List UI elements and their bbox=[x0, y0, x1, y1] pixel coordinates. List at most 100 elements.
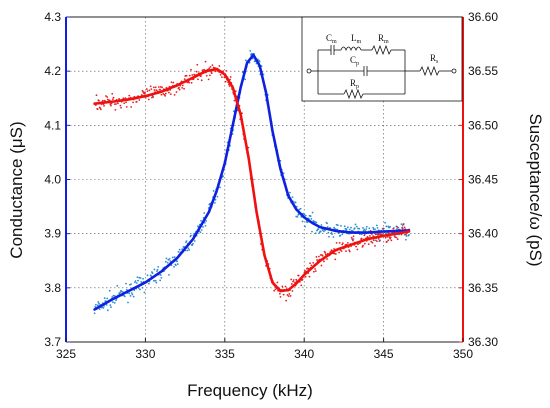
circuit-lm-label: Lm bbox=[351, 33, 362, 45]
susceptance-point bbox=[173, 93, 176, 96]
susceptance-point bbox=[188, 74, 191, 77]
susceptance-point bbox=[183, 78, 186, 80]
fit-lines bbox=[93, 53, 411, 311]
x-tick-label: 330 bbox=[135, 347, 155, 361]
susceptance-point bbox=[161, 86, 163, 89]
conductance-point bbox=[389, 225, 391, 228]
conductance-point bbox=[306, 221, 309, 224]
conductance-point bbox=[397, 226, 400, 229]
susceptance-point bbox=[119, 104, 122, 107]
susceptance-point bbox=[334, 258, 337, 261]
susceptance-point bbox=[138, 99, 141, 101]
conductance-point bbox=[400, 223, 403, 226]
susceptance-point bbox=[341, 242, 344, 245]
susceptance-point bbox=[362, 244, 364, 247]
y-left-tick-label: 3.7 bbox=[44, 335, 61, 349]
susceptance-point bbox=[372, 235, 374, 237]
circuit-cp-label: Cp bbox=[350, 55, 359, 67]
conductance-point bbox=[153, 268, 156, 271]
susceptance-point bbox=[118, 97, 121, 100]
y-left-tick-label: 4.2 bbox=[44, 64, 61, 78]
conductance-point bbox=[135, 282, 138, 284]
conductance-point bbox=[164, 260, 167, 263]
conductance-point bbox=[320, 224, 323, 226]
susceptance-point bbox=[110, 104, 112, 107]
x-tick-label: 335 bbox=[215, 347, 235, 361]
susceptance-point bbox=[172, 81, 175, 84]
conductance-point bbox=[160, 277, 163, 279]
susceptance-point bbox=[386, 240, 388, 243]
susceptance-point bbox=[323, 260, 325, 263]
conductance-point bbox=[142, 277, 145, 280]
susceptance-point bbox=[208, 67, 211, 70]
susceptance-point bbox=[374, 233, 377, 236]
x-tick-label: 345 bbox=[374, 347, 394, 361]
susceptance-point bbox=[145, 88, 148, 90]
conductance-point bbox=[165, 257, 168, 260]
conductance-point bbox=[336, 224, 339, 227]
conductance-point bbox=[108, 289, 111, 292]
conductance-point bbox=[125, 288, 128, 291]
conductance-point bbox=[156, 268, 159, 271]
y-left-axis-title: Conductance (μS) bbox=[7, 121, 26, 258]
susceptance-point bbox=[143, 92, 146, 95]
susceptance-point bbox=[403, 226, 406, 229]
susceptance-point bbox=[200, 75, 202, 77]
conductance-point bbox=[384, 221, 386, 224]
susceptance-point bbox=[375, 240, 378, 243]
conductance-point bbox=[355, 225, 358, 228]
susceptance-point bbox=[162, 92, 165, 95]
susceptance-point bbox=[372, 239, 375, 242]
susceptance-point bbox=[295, 278, 298, 281]
conductance-point bbox=[134, 280, 137, 282]
susceptance-point bbox=[188, 81, 191, 84]
susceptance-point bbox=[205, 74, 208, 77]
susceptance-point bbox=[219, 73, 222, 76]
y-left-tick-label: 4.3 bbox=[44, 10, 61, 24]
susceptance-point bbox=[207, 78, 210, 81]
conductance-point bbox=[327, 231, 330, 234]
susceptance-point bbox=[314, 270, 317, 273]
susceptance-point bbox=[390, 239, 393, 242]
susceptance-point bbox=[310, 264, 313, 267]
conductance-point bbox=[249, 49, 252, 52]
conductance-point bbox=[310, 218, 313, 220]
conductance-point bbox=[348, 228, 351, 231]
conductance-point bbox=[291, 196, 294, 199]
conductance-point bbox=[358, 227, 361, 230]
y-right-tick-label: 36.40 bbox=[468, 227, 498, 241]
conductance-point bbox=[168, 257, 171, 260]
y-left-tick-label: 3.8 bbox=[44, 281, 61, 295]
conductance-point bbox=[314, 232, 317, 235]
conductance-point bbox=[134, 281, 136, 284]
susceptance-point bbox=[290, 283, 293, 285]
susceptance-point bbox=[164, 92, 167, 95]
conductance-point bbox=[385, 225, 388, 228]
conductance-point bbox=[404, 238, 407, 241]
conductance-point bbox=[301, 220, 304, 223]
susceptance-point bbox=[181, 84, 184, 87]
susceptance-point bbox=[200, 79, 203, 82]
susceptance-point bbox=[286, 294, 289, 296]
conductance-point bbox=[106, 297, 109, 300]
circuit-rs-label: Rs bbox=[430, 53, 439, 65]
susceptance-point bbox=[284, 285, 287, 288]
conductance-point bbox=[362, 227, 364, 229]
conductance-point bbox=[169, 260, 172, 262]
conductance-point bbox=[405, 235, 408, 237]
susceptance-point bbox=[315, 256, 318, 258]
susceptance-point bbox=[125, 101, 127, 104]
conductance-point bbox=[141, 286, 144, 289]
susceptance-point bbox=[374, 244, 376, 247]
susceptance-point bbox=[396, 225, 398, 228]
conductance-point bbox=[174, 264, 177, 267]
susceptance-point bbox=[157, 86, 160, 88]
susceptance-point bbox=[364, 242, 366, 245]
conductance-point bbox=[212, 190, 215, 192]
susceptance-point bbox=[159, 88, 162, 91]
conductance-point bbox=[185, 240, 188, 243]
susceptance-point bbox=[360, 237, 363, 240]
susceptance-point bbox=[178, 86, 180, 89]
conductance-point bbox=[146, 274, 149, 277]
conductance-point bbox=[178, 248, 181, 251]
